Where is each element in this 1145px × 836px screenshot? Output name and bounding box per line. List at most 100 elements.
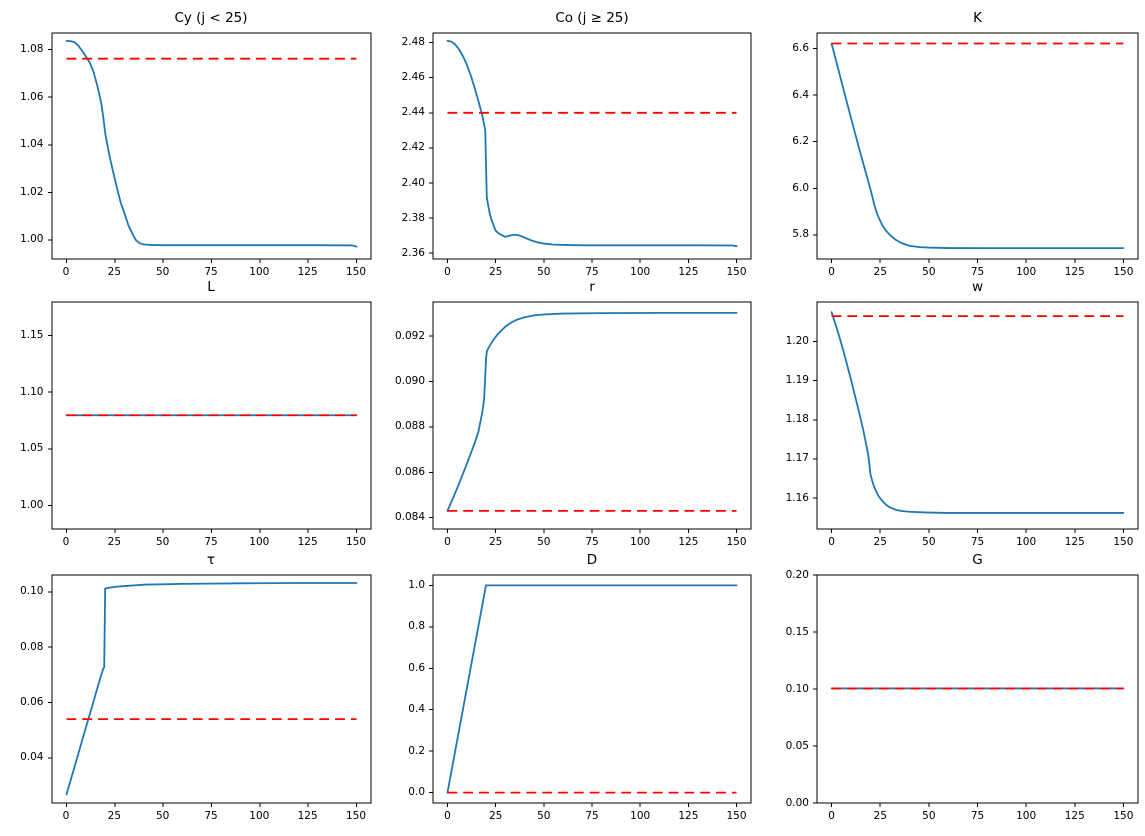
x-tick-label: 50 [537,809,551,822]
subplot-title-w: w [971,279,984,295]
y-tick-label: 2.38 [401,211,425,224]
axis-ticks [813,574,1124,807]
transition-path-line [65,582,357,796]
axes-frame [51,32,371,260]
y-tick-label: 0.04 [20,751,44,764]
x-tick-label: 0 [828,265,835,278]
x-tick-label: 75 [204,535,218,548]
x-tick-label: 125 [1064,265,1085,278]
x-tick-label: 50 [922,265,936,278]
x-tick-label: 150 [1113,809,1134,822]
y-tick-label: 0.08 [20,640,44,653]
x-tick-label: 125 [1064,809,1085,822]
x-tick-label: 150 [726,535,747,548]
x-tick-label: 75 [585,265,599,278]
y-tick-label: 2.46 [401,71,425,84]
plot-area-d [429,574,752,807]
axes-frame [816,301,1139,530]
y-tick-label: 0.090 [394,374,425,387]
y-tick-label: 2.48 [401,36,425,49]
x-tick-label: 0 [444,535,451,548]
y-tick-label: 0.4 [408,703,425,716]
x-tick-label: 50 [537,535,551,548]
axis-ticks [429,584,738,807]
x-tick-label: 100 [1016,535,1037,548]
y-tick-label: 2.44 [401,106,425,119]
y-tick-label: 0.10 [20,585,44,598]
axis-ticks [813,47,1124,263]
y-tick-label: 6.4 [792,88,809,101]
x-tick-label: 50 [155,535,170,548]
x-tick-label: 150 [1113,265,1134,278]
y-tick-label: 1.20 [785,335,809,348]
x-tick-label: 75 [585,535,599,548]
subplot-title-tau: τ [206,552,216,568]
x-tick-label: 0 [444,809,451,822]
y-tick-label: 1.06 [20,90,44,103]
axes-frame [51,574,371,804]
plot-area-w [813,301,1139,533]
y-tick-label: 0.06 [20,696,44,709]
plot-area-tau [47,574,371,807]
subplot-title-co: Co (j ≥ 25) [555,10,629,26]
y-tick-label: 6.0 [792,181,809,194]
x-tick-label: 150 [726,265,747,278]
x-tick-label: 125 [297,809,318,822]
x-tick-label: 50 [155,265,170,278]
transition-path-line [830,42,1125,250]
x-tick-label: 125 [678,265,699,278]
plot-area-l [47,301,371,533]
x-tick-label: 0 [62,535,70,548]
x-tick-label: 150 [345,535,367,548]
y-tick-label: 1.02 [20,185,44,198]
y-tick-label: 0.05 [785,739,809,752]
axis-ticks [813,341,1124,533]
x-tick-label: 125 [297,535,318,548]
x-tick-label: 50 [922,535,936,548]
x-tick-label: 150 [1113,535,1134,548]
x-tick-label: 0 [828,535,835,548]
x-tick-label: 100 [1016,265,1037,278]
x-tick-label: 50 [537,265,551,278]
x-tick-label: 100 [249,265,270,278]
x-tick-label: 25 [873,265,887,278]
y-tick-label: 1.05 [20,442,44,455]
x-tick-label: 25 [873,809,887,822]
x-tick-label: 75 [970,265,985,278]
plot-area-cy [47,32,371,263]
x-tick-label: 0 [62,265,70,278]
y-tick-label: 1.18 [785,413,809,426]
x-tick-label: 50 [155,809,170,822]
transition-path-line [65,39,357,248]
plot-area-g [813,574,1139,807]
y-tick-label: 2.36 [401,246,425,259]
y-tick-label: 0.092 [394,329,425,342]
x-tick-label: 75 [970,809,985,822]
subplot-title-l: L [207,279,215,295]
y-tick-label: 1.00 [20,499,44,511]
y-tick-label: 0.086 [394,465,425,478]
y-tick-label: 1.17 [785,452,809,465]
y-tick-label: 1.16 [785,491,809,504]
y-tick-label: 2.40 [401,176,425,189]
y-tick-label: 5.8 [792,228,809,241]
x-tick-label: 25 [488,535,503,548]
x-tick-label: 150 [345,265,367,278]
y-tick-label: 0.20 [785,568,809,581]
y-tick-label: 1.10 [20,385,44,398]
x-tick-label: 25 [488,265,503,278]
subplot-title-d: D [586,552,598,568]
y-tick-label: 0.088 [394,420,425,433]
y-tick-label: 1.04 [20,138,44,151]
x-tick-label: 75 [204,265,218,278]
y-tick-label: 1.15 [20,328,44,341]
x-tick-label: 25 [107,265,122,278]
axis-ticks [47,591,357,807]
x-tick-label: 0 [444,265,451,278]
x-tick-label: 100 [1016,809,1037,822]
x-tick-label: 25 [488,809,503,822]
x-tick-label: 25 [107,535,122,548]
y-tick-label: 1.00 [20,233,44,246]
x-tick-label: 25 [873,535,887,548]
